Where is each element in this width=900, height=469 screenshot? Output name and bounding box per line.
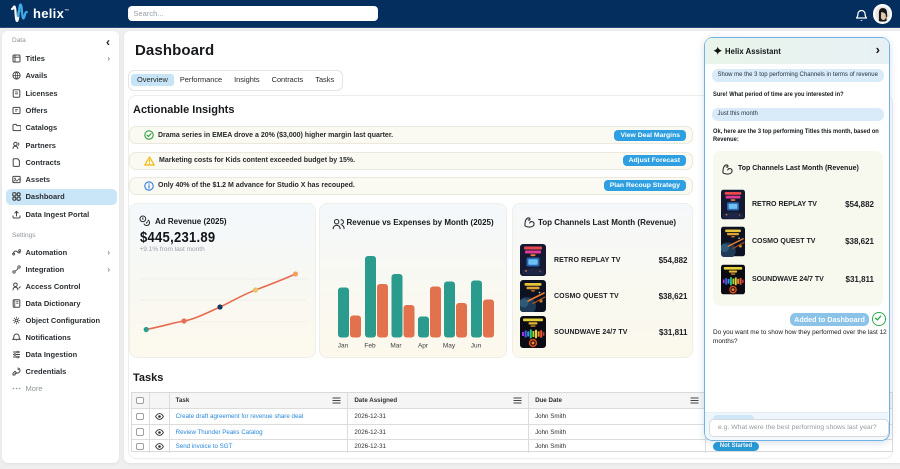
svg-text:Feb: Feb xyxy=(364,343,376,350)
svg-text:Jun: Jun xyxy=(470,343,481,350)
svg-text:Mar: Mar xyxy=(390,343,402,350)
svg-text:May: May xyxy=(442,343,455,350)
svg-text:Jan: Jan xyxy=(337,343,348,350)
svg-text:Apr: Apr xyxy=(418,343,429,350)
